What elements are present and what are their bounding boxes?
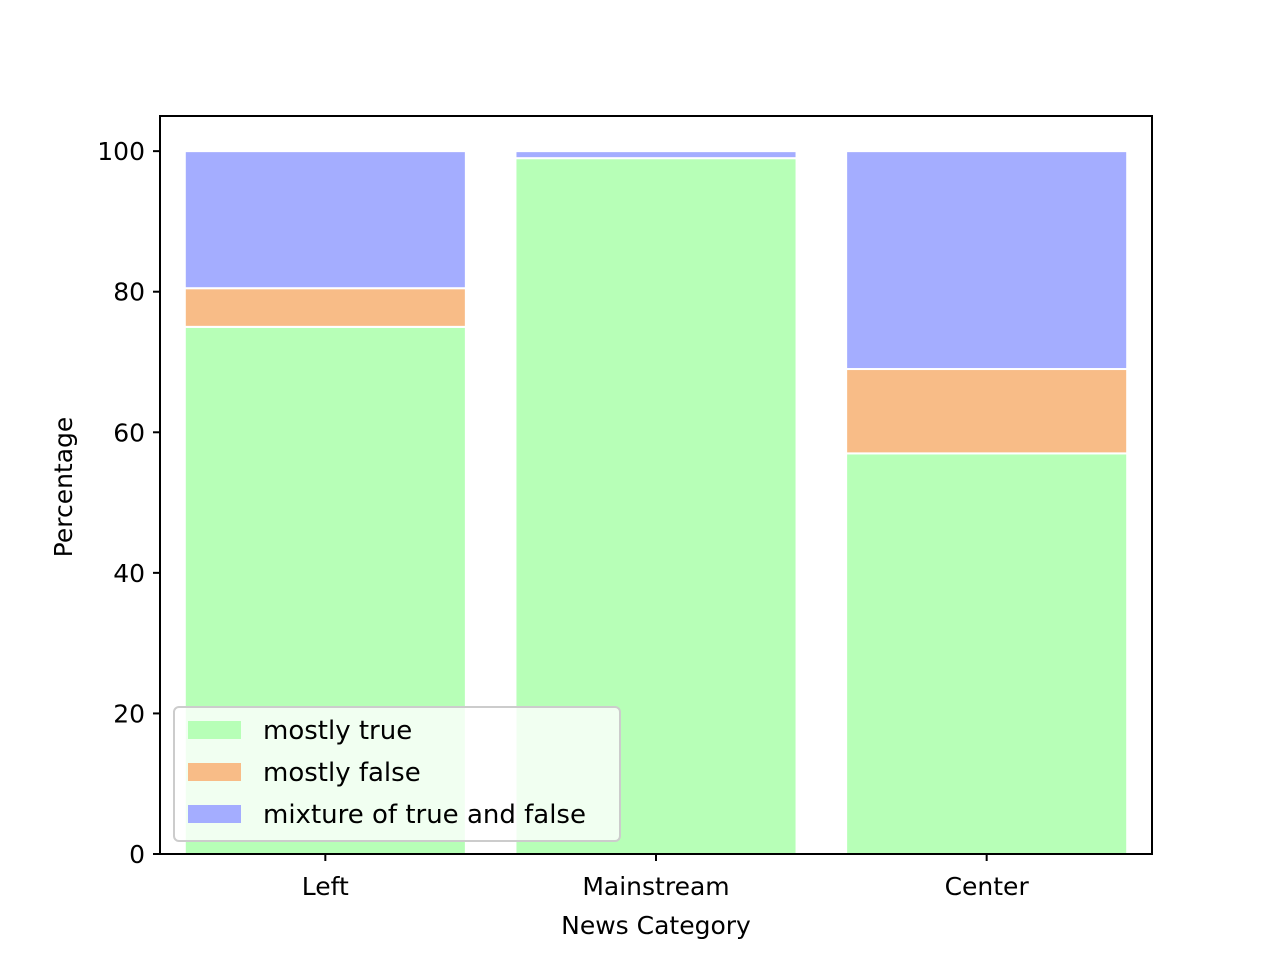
x-tick-label-left: Left — [302, 872, 349, 901]
y-tick-label: 40 — [113, 559, 145, 588]
x-axis: Left Mainstream Center — [302, 854, 1030, 901]
bar-center-mostly-false — [845, 368, 1129, 455]
bar-left-mixture-of-true-and-false — [183, 150, 467, 290]
legend-swatch-mostly-false — [188, 763, 241, 781]
x-tick-label-center: Center — [945, 872, 1030, 901]
y-tick-label: 80 — [113, 278, 145, 307]
bar-center-mixture-of-true-and-false — [845, 150, 1129, 371]
y-tick-label: 60 — [113, 418, 145, 447]
x-tick-label-mainstream: Mainstream — [582, 872, 729, 901]
legend-label-mixture-of-true-and-false: mixture of true and false — [263, 800, 586, 830]
legend-label-mostly-true: mostly true — [263, 716, 412, 746]
bar-mainstream-mixture-of-true-and-false — [514, 150, 798, 160]
y-axis-label: Percentage — [49, 417, 78, 558]
legend-swatch-mostly-true — [188, 721, 241, 739]
bar-left-mostly-false — [183, 287, 467, 328]
y-axis: 0 20 40 60 80 100 — [97, 137, 160, 869]
legend: mostly true mostly false mixture of true a… — [173, 706, 621, 842]
y-tick-label: 0 — [129, 840, 145, 869]
legend-swatch-mixture-of-true-and-false — [188, 805, 241, 823]
bar-center-mostly-true — [845, 452, 1129, 855]
y-tick-label: 20 — [113, 699, 145, 728]
y-tick-label: 100 — [97, 137, 145, 166]
legend-frame — [173, 706, 621, 842]
legend-label-mostly-false: mostly false — [263, 758, 421, 788]
x-axis-label: News Category — [561, 911, 751, 940]
